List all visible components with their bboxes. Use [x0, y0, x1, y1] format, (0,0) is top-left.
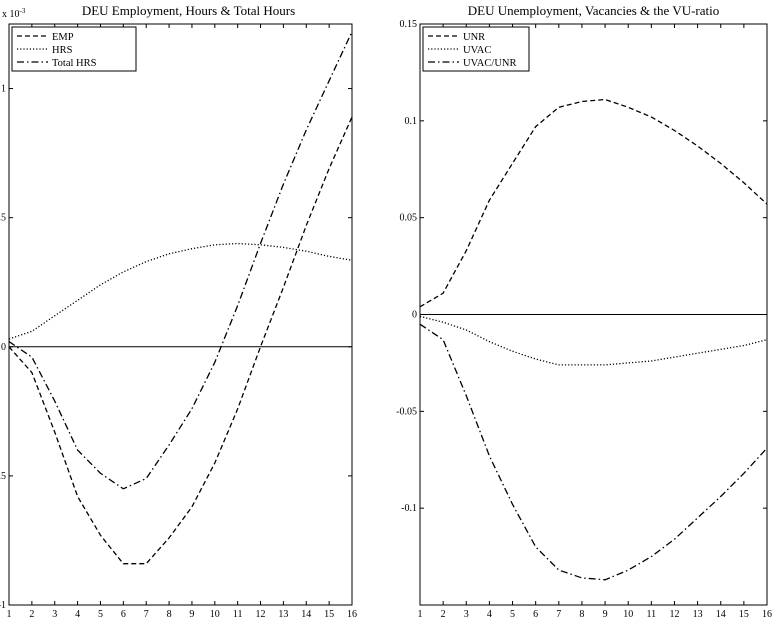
- y-tick-label: 0.15: [400, 19, 418, 30]
- x-tick-label: 6: [533, 609, 538, 620]
- chart-title: DEU Employment, Hours & Total Hours: [82, 3, 295, 18]
- x-tick-label: 13: [278, 609, 288, 620]
- x-tick-label: 9: [603, 609, 608, 620]
- chart-title: DEU Unemployment, Vacancies & the VU-rat…: [468, 3, 720, 18]
- x-tick-label: 16: [762, 609, 772, 620]
- series-line-emp: [8, 116, 353, 565]
- x-tick-label: 8: [167, 609, 172, 620]
- y-tick-label: -0.05: [396, 406, 417, 417]
- x-tick-label: 1: [418, 609, 423, 620]
- x-tick-label: 8: [579, 609, 584, 620]
- axis-scale-label: x 10-3: [2, 7, 26, 20]
- y-tick-label: -0.1: [401, 503, 417, 514]
- legend-label: UVAC/UNR: [463, 58, 516, 69]
- x-tick-label: 9: [189, 609, 194, 620]
- x-tick-label: 6: [121, 609, 126, 620]
- x-tick-label: 12: [669, 609, 679, 620]
- x-tick-label: 7: [556, 609, 561, 620]
- legend-label: Total HRS: [52, 58, 97, 69]
- y-tick-label: 0: [1, 342, 6, 353]
- x-tick-label: 1: [7, 609, 12, 620]
- x-tick-label: 11: [647, 609, 657, 620]
- x-tick-label: 2: [29, 609, 34, 620]
- legend-box: [422, 26, 530, 72]
- series-line-uvac-unr: [419, 323, 768, 581]
- x-tick-label: 4: [487, 609, 492, 620]
- x-tick-label: 5: [510, 609, 515, 620]
- legend: EMP HRS Total HRS: [11, 26, 137, 72]
- x-tick-label: 4: [75, 609, 80, 620]
- x-tick-label: 14: [716, 609, 726, 620]
- legend-label: HRS: [52, 45, 73, 56]
- x-tick-label: 13: [693, 609, 703, 620]
- x-tick-label: 11: [233, 609, 243, 620]
- y-tick-label: 0.1: [405, 116, 418, 127]
- legend-box: [11, 26, 137, 72]
- y-tick-label: -0.5: [0, 471, 6, 482]
- legend: UNR UVAC UVAC/UNR: [422, 26, 530, 72]
- series-line-uvac: [419, 315, 768, 366]
- x-tick-label: 16: [347, 609, 357, 620]
- y-tick-label: 0.05: [400, 213, 418, 224]
- series-line-total-hrs: [8, 31, 353, 490]
- x-tick-label: 10: [623, 609, 633, 620]
- y-tick-label: 0: [412, 310, 417, 321]
- series-line-hrs: [8, 242, 353, 340]
- chart-panel-1: DEU Employment, Hours & Total Hours x 10-…: [0, 3, 357, 620]
- x-tick-label: 2: [441, 609, 446, 620]
- y-tick-label: -1: [0, 600, 6, 611]
- x-tick-label: 7: [144, 609, 149, 620]
- plot-frame: [8, 23, 353, 606]
- y-tick-label: 1: [1, 84, 6, 95]
- x-tick-label: 15: [739, 609, 749, 620]
- chart-panel-2: DEU Unemployment, Vacancies & the VU-rat…: [396, 3, 772, 620]
- y-tick-label: 0.5: [0, 213, 6, 224]
- series-line-unr: [419, 98, 768, 308]
- x-tick-label: 10: [210, 609, 220, 620]
- legend-label: UVAC: [463, 45, 491, 56]
- x-tick-label: 3: [52, 609, 57, 620]
- legend-label: UNR: [463, 32, 485, 43]
- x-tick-label: 5: [98, 609, 103, 620]
- legend-label: EMP: [52, 32, 74, 43]
- x-tick-label: 12: [256, 609, 266, 620]
- x-tick-label: 14: [301, 609, 311, 620]
- x-tick-label: 3: [464, 609, 469, 620]
- x-tick-label: 15: [324, 609, 334, 620]
